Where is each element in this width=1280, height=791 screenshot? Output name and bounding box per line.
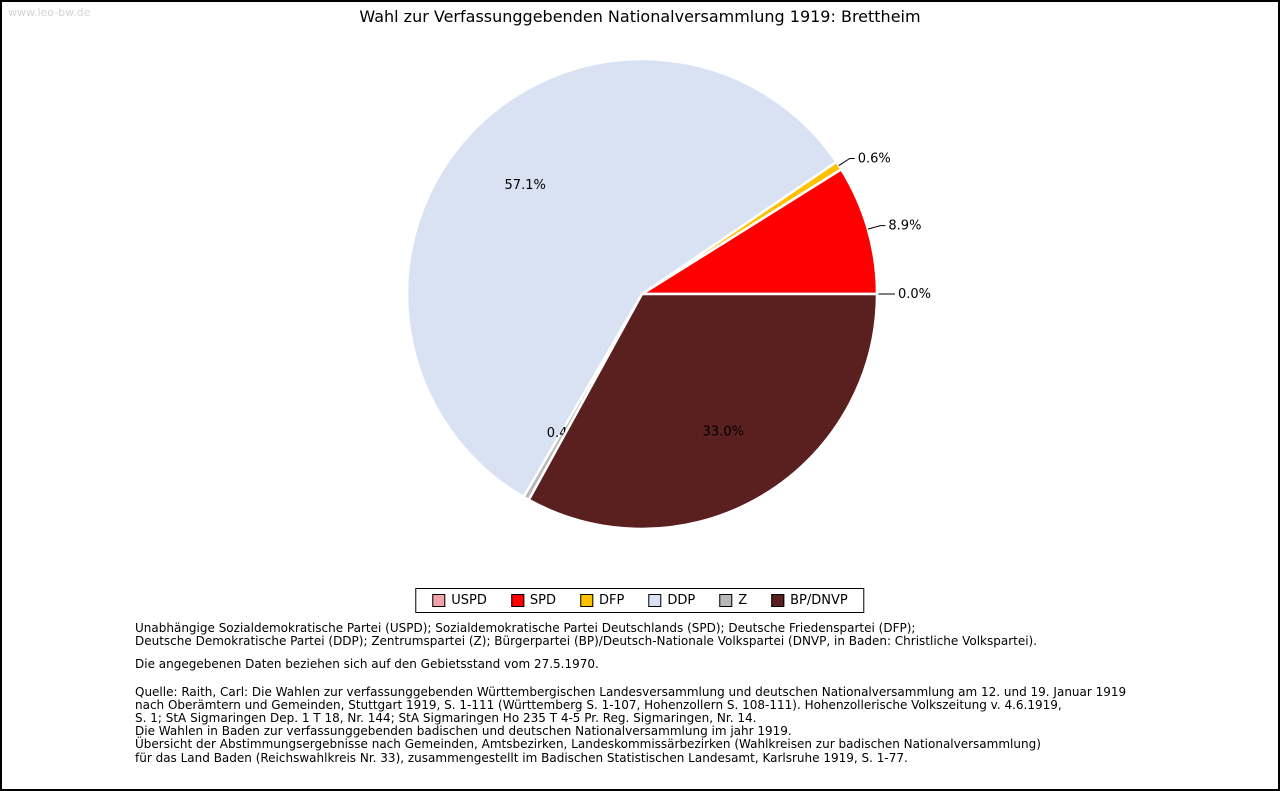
legend-item-bp-dnvp: BP/DNVP	[771, 593, 848, 608]
footnote-line: nach Oberämtern und Gemeinden, Stuttgart…	[135, 697, 1062, 712]
legend-item-z: Z	[719, 593, 747, 608]
pie-slice-ddp	[405, 57, 838, 499]
slice-value-label-bp-dnvp: 33.0%	[703, 425, 744, 440]
legend-label: DDP	[667, 593, 696, 608]
page-title: Wahl zur Verfassunggebenden Nationalvers…	[359, 7, 921, 26]
footnotes: Unabhängige Sozialdemokratische Partei (…	[135, 621, 1254, 765]
legend-swatch-dfp	[580, 594, 594, 607]
footnote-line: S. 1; StA Sigmaringen Dep. 1 T 18, Nr. 1…	[135, 711, 757, 726]
legend-label: SPD	[529, 593, 557, 608]
pie-slice-bp-dnvp	[527, 292, 879, 531]
pie-chart: 0.0%8.9%0.6%57.1%0.4% 33.0%	[405, 57, 931, 531]
legend-label: USPD	[451, 593, 487, 608]
legend-label: BP/DNVP	[790, 593, 848, 608]
slice-value-label-uspd: 0.0%	[898, 287, 931, 302]
legend-label: DFP	[599, 593, 625, 608]
legend-swatch-spd	[510, 594, 524, 607]
footnote-line: Die Wahlen in Baden zur verfassunggebend…	[135, 724, 792, 739]
label-leader-line	[867, 225, 886, 230]
footnote-line: Quelle: Raith, Carl: Die Wahlen zur verf…	[135, 684, 1127, 699]
legend-swatch-ddp	[648, 594, 662, 607]
footnote-line: Übersicht der Abstimmungsergebnisse nach…	[135, 737, 1041, 752]
label-leader-line	[838, 158, 855, 167]
watermark: www.leo-bw.de	[8, 6, 91, 19]
footnote-data-note: Die angegebenen Daten beziehen sich auf …	[135, 657, 599, 672]
pie-slice-spd	[640, 168, 879, 296]
chart-legend: USPD SPD DFP DDP Z BP/DNVP	[415, 588, 865, 613]
footnote-abbreviations: Unabhängige Sozialdemokratische Partei (…	[135, 621, 1254, 649]
legend-item-dfp: DFP	[580, 593, 624, 608]
slice-value-label-ddp: 57.1%	[505, 178, 546, 193]
legend-item-ddp: DDP	[648, 593, 695, 608]
slice-value-label-spd: 8.9%	[888, 219, 921, 234]
footnote-source: Quelle: Raith, Carl: Die Wahlen zur verf…	[135, 684, 1254, 765]
footnote-line: Deutsche Demokratische Partei (DDP); Zen…	[135, 634, 1038, 649]
footnote-line: Unabhängige Sozialdemokratische Partei (…	[135, 621, 916, 635]
legend-swatch-bp-dnvp	[771, 594, 785, 607]
legend-item-uspd: USPD	[432, 593, 487, 608]
legend-swatch-z	[719, 594, 733, 607]
legend-item-spd: SPD	[510, 593, 557, 608]
legend-swatch-uspd	[432, 594, 446, 607]
footnote-line: für das Land Baden (Reichswahlkreis Nr. …	[135, 750, 908, 765]
legend-label: Z	[738, 593, 748, 608]
slice-value-label-dfp: 0.6%	[858, 152, 891, 167]
